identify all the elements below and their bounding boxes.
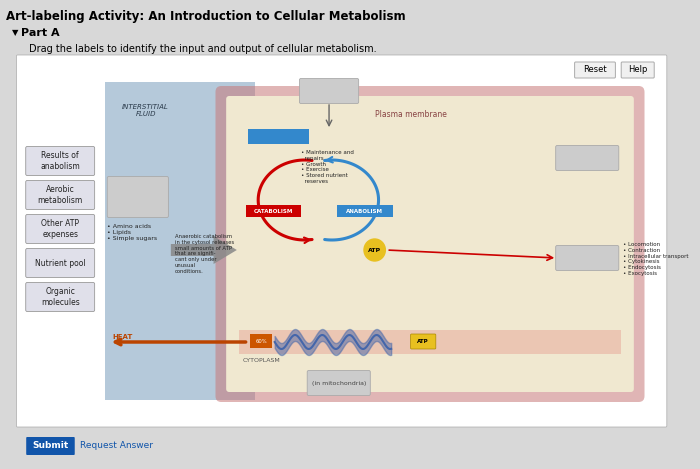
Text: HEAT: HEAT (113, 334, 133, 340)
Text: ATP: ATP (417, 339, 429, 344)
FancyBboxPatch shape (621, 62, 654, 78)
FancyBboxPatch shape (17, 55, 667, 427)
Text: • Locomotion
• Contraction
• Intracellular transport
• Cytokinesis
• Endocytosis: • Locomotion • Contraction • Intracellul… (623, 242, 689, 276)
Text: Aerobic
metabolism: Aerobic metabolism (38, 185, 83, 204)
FancyBboxPatch shape (556, 145, 619, 171)
Text: ATP: ATP (368, 248, 382, 252)
Text: Organic
molecules: Organic molecules (41, 287, 80, 307)
Text: Results of
anabolism: Results of anabolism (41, 151, 80, 171)
Text: Art-labeling Activity: An Introduction to Cellular Metabolism: Art-labeling Activity: An Introduction t… (6, 10, 405, 23)
Text: • Amino acids
• Lipids
• Simple sugars: • Amino acids • Lipids • Simple sugars (107, 224, 157, 241)
Text: Help: Help (628, 66, 648, 75)
FancyBboxPatch shape (248, 129, 309, 144)
FancyBboxPatch shape (300, 78, 358, 104)
Text: (in mitochondria): (in mitochondria) (312, 380, 366, 386)
FancyBboxPatch shape (216, 86, 645, 402)
FancyBboxPatch shape (105, 82, 256, 400)
Text: CYTOPLASM: CYTOPLASM (243, 358, 281, 363)
Circle shape (364, 239, 385, 261)
Text: ▼: ▼ (12, 28, 18, 37)
Text: Part A: Part A (22, 28, 60, 38)
FancyBboxPatch shape (226, 96, 634, 392)
Text: Other ATP
expenses: Other ATP expenses (41, 219, 79, 239)
FancyBboxPatch shape (26, 214, 94, 243)
Text: Reset: Reset (583, 66, 607, 75)
FancyBboxPatch shape (239, 330, 621, 354)
Text: Request Answer: Request Answer (80, 441, 153, 451)
FancyBboxPatch shape (556, 245, 619, 271)
FancyBboxPatch shape (26, 437, 75, 455)
Text: Drag the labels to identify the input and output of cellular metabolism.: Drag the labels to identify the input an… (29, 44, 377, 54)
FancyBboxPatch shape (246, 205, 302, 218)
FancyBboxPatch shape (250, 334, 272, 348)
Polygon shape (171, 236, 237, 264)
Text: • Maintenance and
  repairs
• Growth
• Exercise
• Stored nutrient
  reserves: • Maintenance and repairs • Growth • Exe… (301, 150, 354, 184)
FancyBboxPatch shape (107, 176, 169, 218)
FancyBboxPatch shape (411, 334, 436, 349)
FancyBboxPatch shape (575, 62, 615, 78)
Text: INTERSTITIAL
FLUID: INTERSTITIAL FLUID (122, 104, 169, 117)
FancyBboxPatch shape (307, 371, 370, 395)
Text: ANABOLISM: ANABOLISM (346, 209, 384, 214)
Text: Submit: Submit (32, 441, 69, 451)
Text: 60%: 60% (256, 339, 267, 344)
FancyBboxPatch shape (26, 249, 94, 278)
Text: CATABOLISM: CATABOLISM (254, 209, 293, 214)
FancyBboxPatch shape (337, 205, 393, 218)
Text: Plasma membrane: Plasma membrane (374, 110, 447, 119)
Text: Nutrient pool: Nutrient pool (35, 258, 85, 267)
FancyBboxPatch shape (26, 181, 94, 210)
FancyBboxPatch shape (26, 146, 94, 175)
FancyBboxPatch shape (26, 282, 94, 311)
Text: Anaerobic catabolism
in the cytosol releases
small amounts of ATP
that are signi: Anaerobic catabolism in the cytosol rele… (175, 234, 234, 274)
